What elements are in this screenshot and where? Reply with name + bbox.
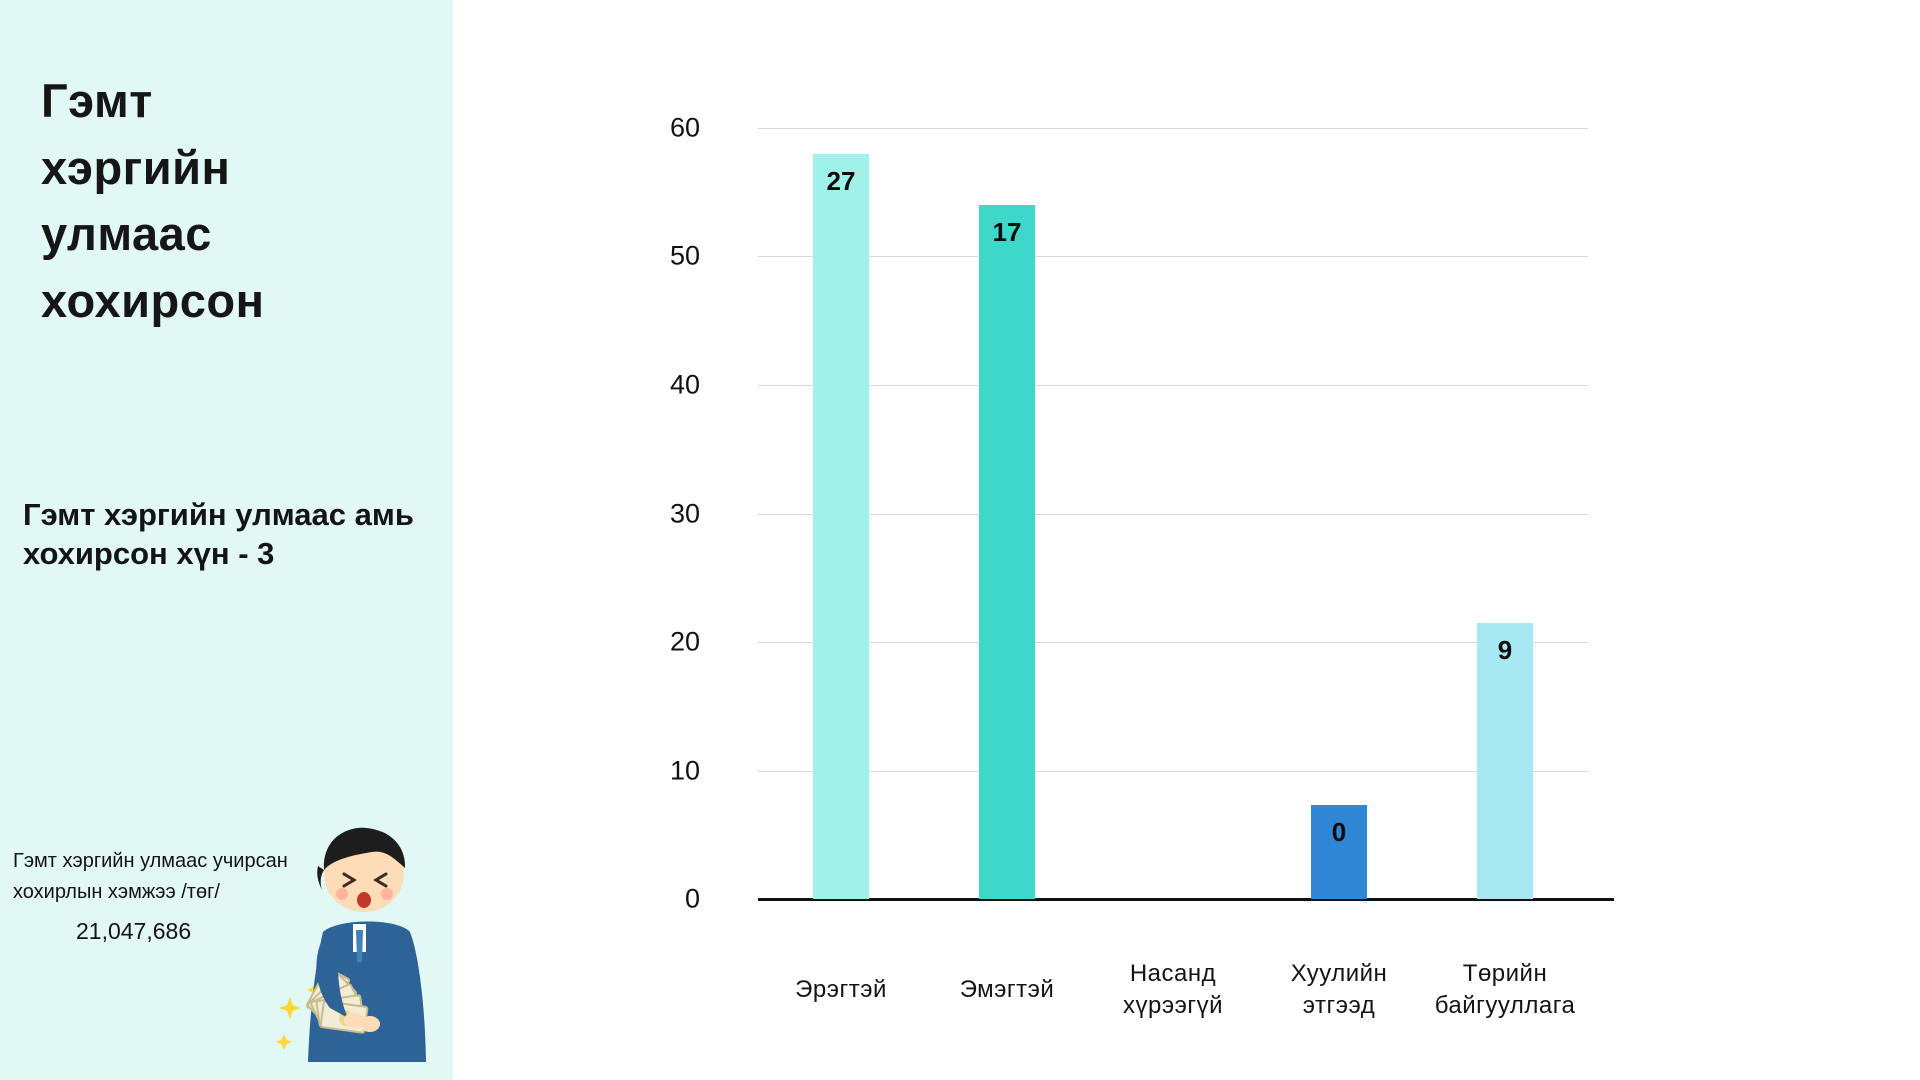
y-tick-label: 10 <box>669 755 700 785</box>
sidebar: Гэмт хэргийн улмаас хохирсон Гэмт хэргий… <box>0 0 453 1080</box>
page-title: Гэмт хэргийн улмаас хохирсон <box>41 74 265 328</box>
bar-value-label: 17 <box>992 217 1022 248</box>
y-tick-label: 60 <box>669 112 700 143</box>
damage-caption: Гэмт хэргийн улмаас учирсан хохирлын хэм… <box>13 850 288 903</box>
x-category-label: Эмэгтэй <box>959 975 1055 1003</box>
x-axis-labels: Эрэгтэй Эмэгтэй Насанд хүрээгүй Хуулийн этг… <box>758 945 1588 1035</box>
x-category-label: Насанд хүрээгүй <box>1123 959 1223 1019</box>
x-category-label: Төрийн байгууллага <box>1434 959 1576 1019</box>
y-tick-label: 20 <box>669 626 700 657</box>
y-axis-ticks: 0 10 20 30 40 50 60 <box>590 113 700 914</box>
bar-5: 9 <box>1477 622 1533 899</box>
money-person-illustration <box>276 827 426 1062</box>
gridline <box>758 513 1588 515</box>
gridline <box>758 256 1588 258</box>
bar-4: 0 <box>1311 805 1367 899</box>
deaths-stat-text: Гэмт хэргийн улмаас амь хохирсон хүн - 3 <box>23 497 414 571</box>
bar-1: 27 <box>813 153 869 899</box>
y-tick-label: 40 <box>669 369 700 400</box>
gridline <box>758 384 1588 386</box>
x-category-label: Хуулийн этгээд <box>1290 959 1388 1019</box>
bar-value-label: 9 <box>1497 634 1513 665</box>
damage-amount: 21,047,686 <box>76 918 192 944</box>
gridline <box>758 641 1588 643</box>
y-tick-label: 0 <box>684 883 700 914</box>
x-category-label: Эрэгтэй <box>795 975 887 1003</box>
y-tick-label: 30 <box>669 498 700 528</box>
gridline <box>758 128 1588 129</box>
bar-value-label: 0 <box>1331 817 1347 848</box>
plot-area: 27 17 0 9 <box>758 128 1614 901</box>
bar-value-label: 27 <box>826 165 856 196</box>
gridline <box>758 770 1588 772</box>
x-axis-line <box>758 898 1614 901</box>
bar-2: 17 <box>979 205 1035 899</box>
y-tick-label: 50 <box>669 240 700 271</box>
